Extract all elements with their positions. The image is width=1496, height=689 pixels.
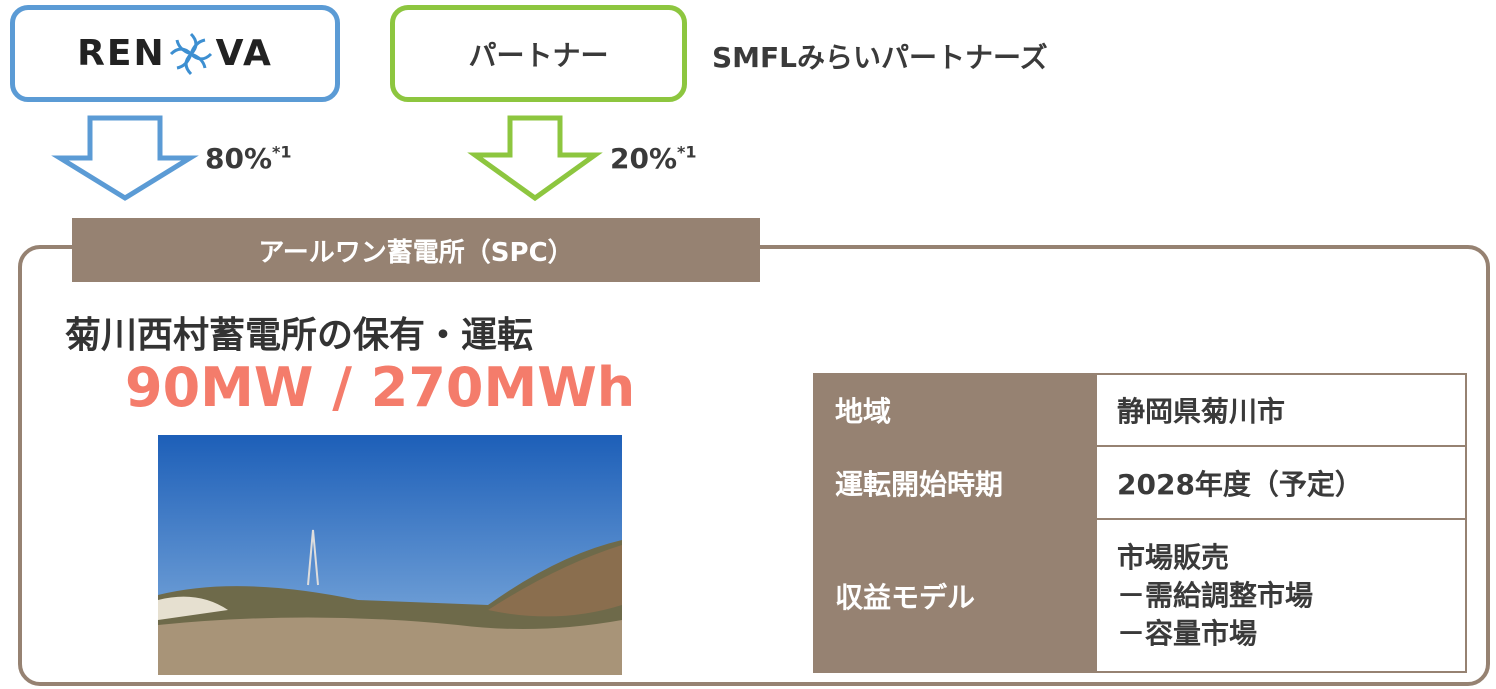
spc-tab: アールワン蓄電所（SPC） xyxy=(72,218,760,282)
row-value: 市場販売 －需給調整市場 －容量市場 xyxy=(1095,518,1467,673)
line: 市場販売 xyxy=(1117,540,1230,574)
line: －容量市場 xyxy=(1117,616,1258,650)
share-note: *1 xyxy=(677,142,697,162)
partner-name: SMFLみらいパートナーズ xyxy=(712,41,1048,74)
row-label: 収益モデル xyxy=(813,518,1097,673)
partner-box: パートナー xyxy=(390,5,687,102)
share-partner: 20%*1 xyxy=(610,142,697,175)
renova-box: REN VA xyxy=(10,5,340,102)
row-label: 運転開始時期 xyxy=(813,445,1097,520)
row-label: 地域 xyxy=(813,373,1097,447)
info-table: 地域 静岡県菊川市 運転開始時期 2028年度（予定） 収益モデル 市場販売 －需給… xyxy=(813,373,1467,673)
row-value: 静岡県菊川市 xyxy=(1095,373,1467,447)
row-value: 2028年度（予定） xyxy=(1095,445,1467,520)
logo-left: REN xyxy=(77,33,166,74)
arrow-partner xyxy=(467,115,603,202)
share-renova: 80%*1 xyxy=(205,142,292,175)
arrows xyxy=(51,115,603,202)
share-note: *1 xyxy=(272,142,292,162)
arrow-renova xyxy=(51,115,199,201)
site-photo xyxy=(158,435,622,675)
share-value: 20% xyxy=(610,142,678,175)
line: －需給調整市場 xyxy=(1117,578,1314,612)
spc-heading: 菊川西村蓄電所の保有・運転 xyxy=(65,315,534,356)
capacity: 90MW / 270MWh xyxy=(125,356,636,419)
logo-icon xyxy=(169,32,212,75)
logo-right: VA xyxy=(215,33,273,74)
share-value: 80% xyxy=(205,142,273,175)
